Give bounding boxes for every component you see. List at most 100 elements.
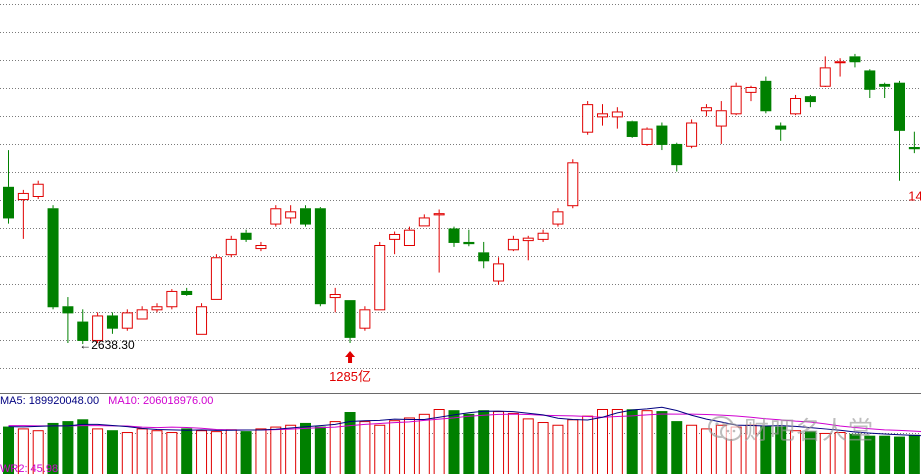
candle-body [612, 112, 622, 117]
candle-body [687, 123, 697, 146]
volume-bar [598, 410, 608, 475]
watermark-text: 财吧名人堂 [744, 416, 874, 445]
candle-body [568, 163, 578, 206]
candle [598, 104, 608, 125]
volume-bar [77, 419, 88, 474]
volume-bar [256, 429, 266, 474]
volume-bar [315, 427, 326, 474]
candle-body [656, 126, 667, 145]
candle [167, 289, 177, 309]
volume-bar [523, 419, 533, 474]
candle-body [167, 291, 177, 306]
candle-body [820, 68, 830, 86]
volume-annotation-label: 1488亿 [908, 188, 921, 203]
candle [390, 232, 400, 255]
candle-body [449, 228, 460, 242]
candle [286, 205, 296, 223]
candle-body [360, 310, 370, 328]
candle-body [152, 307, 162, 310]
volume-annotation-label: 1285亿 [329, 369, 371, 384]
candle [687, 119, 697, 148]
candle [360, 306, 370, 331]
volume-bar [583, 416, 593, 474]
candle [241, 230, 252, 242]
candle-body [835, 62, 845, 63]
volume-bar [107, 430, 118, 474]
candle [107, 312, 118, 333]
candle-body [211, 258, 221, 300]
candle-body [300, 208, 311, 224]
candle [494, 257, 504, 285]
candle-body [731, 86, 741, 114]
candle [152, 303, 162, 312]
candle [345, 300, 356, 343]
volume-bar [167, 433, 177, 474]
volume-bar [226, 430, 236, 474]
min-price-label: ←2638.30 [79, 338, 135, 352]
candle-body [330, 295, 340, 298]
candle [746, 86, 756, 101]
candle-body [33, 184, 43, 196]
candle-body [627, 121, 638, 137]
candle-body [805, 96, 816, 102]
volume-annotation: 1488亿 [908, 170, 921, 203]
volume-bar [241, 431, 252, 474]
candle [48, 205, 59, 309]
volume-bar [419, 414, 429, 474]
candle [612, 107, 622, 128]
candle-body [598, 114, 608, 117]
candle [894, 81, 905, 181]
candle [671, 143, 682, 172]
candle-body [879, 84, 890, 87]
candle [18, 190, 28, 239]
volume-bar [286, 425, 296, 474]
candle-body [434, 214, 444, 215]
candle-body [583, 105, 593, 133]
candle [300, 205, 311, 226]
candle-body [137, 310, 147, 319]
candle-body [315, 208, 326, 304]
candle-body [775, 126, 786, 130]
volume-bar [508, 413, 518, 474]
candle [181, 288, 192, 296]
candle [642, 127, 652, 145]
candle [568, 159, 578, 208]
volume-bar [909, 435, 920, 474]
candle-body [3, 187, 14, 219]
volume-bar [538, 423, 548, 474]
candle-body [48, 208, 59, 307]
volume-bar [478, 410, 489, 474]
candle-body [62, 306, 73, 313]
volume-bar [449, 410, 460, 474]
candle [627, 121, 638, 138]
volume-bar [330, 422, 340, 474]
volume-annotations: 1285亿 1488亿 [329, 170, 921, 384]
candle-body [478, 252, 489, 261]
candle [716, 101, 726, 144]
candle [583, 101, 593, 135]
candle [375, 242, 385, 310]
candle [137, 306, 147, 319]
volume-bar [152, 431, 162, 474]
volume-bar [300, 423, 311, 474]
candle [805, 95, 816, 107]
candle-body [375, 246, 385, 310]
candle [879, 83, 890, 98]
volume-bar [612, 410, 622, 475]
candles [3, 54, 921, 344]
candle [656, 123, 667, 151]
volume-bar [62, 421, 73, 474]
volume-bar [553, 425, 563, 474]
candle [775, 123, 786, 141]
candle [226, 236, 236, 257]
candle-body [538, 233, 548, 239]
candle [271, 205, 281, 226]
candle [33, 181, 43, 199]
candle [508, 236, 518, 251]
candle-body [419, 218, 429, 226]
candle-body [849, 56, 860, 62]
min-price-marker: ←2638.30 [79, 338, 135, 352]
volume-legend: MA5: 189920048.00 MA10: 206018976.00 [0, 395, 219, 407]
volume-bar [642, 411, 652, 474]
candle [211, 254, 221, 299]
